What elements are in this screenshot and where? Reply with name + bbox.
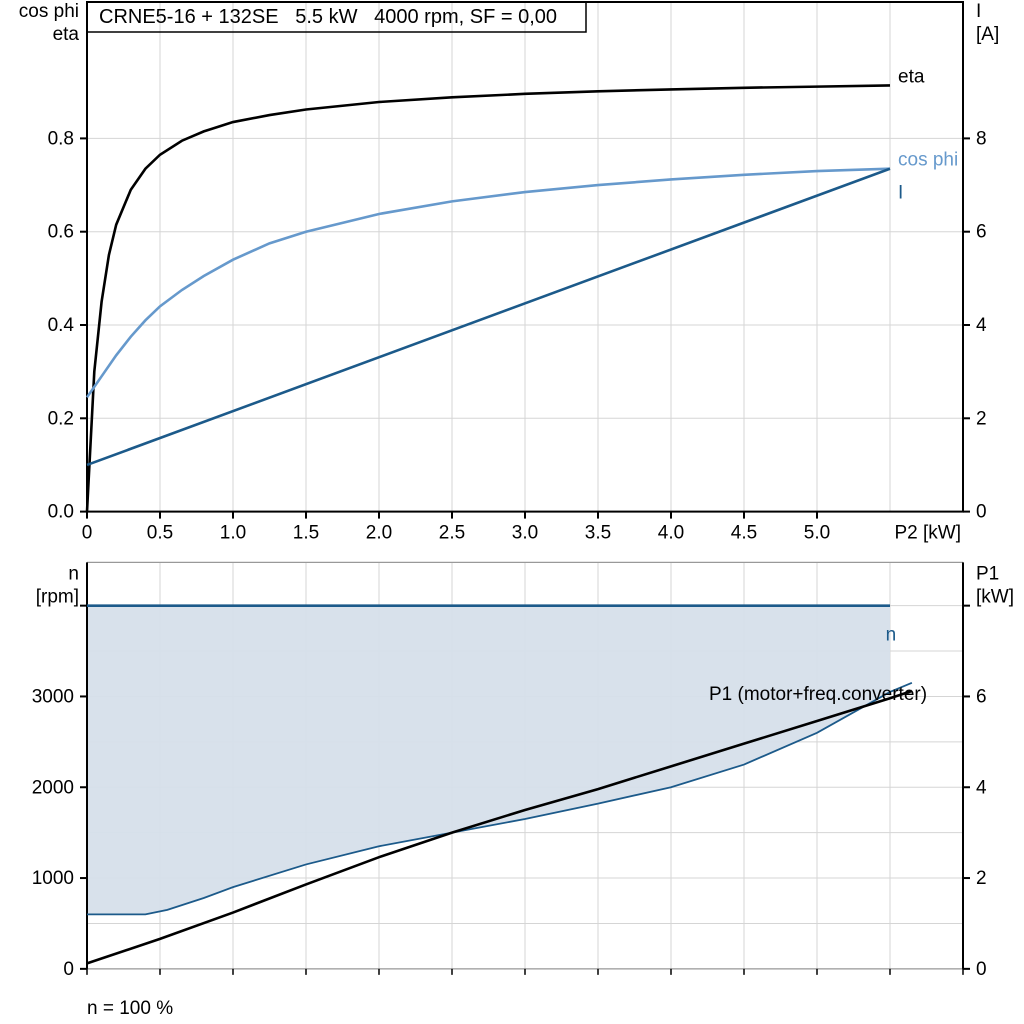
svg-text:eta: eta [898,66,925,87]
svg-text:3.5: 3.5 [585,523,611,544]
svg-text:[rpm]: [rpm] [36,586,79,607]
svg-text:0: 0 [976,502,987,523]
svg-text:P1: P1 [976,563,999,584]
svg-text:2: 2 [976,408,987,429]
svg-text:0.6: 0.6 [48,222,74,243]
svg-text:3000: 3000 [32,686,74,707]
svg-text:0: 0 [976,959,987,980]
svg-text:1000: 1000 [32,868,74,889]
svg-text:[A]: [A] [976,24,999,45]
svg-text:4: 4 [976,777,987,798]
svg-text:0.4: 0.4 [48,315,75,336]
svg-text:cos phi: cos phi [19,1,79,22]
svg-text:I: I [898,183,903,204]
svg-text:0.2: 0.2 [48,408,74,429]
svg-text:0: 0 [63,959,74,980]
svg-text:CRNE5-16 + 132SE 5.5 kW 40: CRNE5-16 + 132SE 5.5 kW 4000 rpm, SF = 0… [99,6,557,28]
svg-text:n = 100 %: n = 100 % [87,998,173,1019]
svg-text:4.5: 4.5 [731,523,757,544]
svg-text:P1 (motor+freq.converter): P1 (motor+freq.converter) [709,684,927,705]
svg-text:2.5: 2.5 [439,523,465,544]
svg-text:n: n [68,563,79,584]
svg-text:[kW]: [kW] [976,586,1014,607]
svg-text:4.0: 4.0 [658,523,684,544]
svg-text:0.0: 0.0 [48,502,74,523]
svg-text:P2 [kW]: P2 [kW] [894,523,961,544]
svg-text:0.8: 0.8 [48,128,74,149]
svg-text:I: I [976,1,981,22]
svg-text:2.0: 2.0 [366,523,392,544]
svg-text:1.0: 1.0 [220,523,246,544]
svg-text:0: 0 [82,523,93,544]
svg-text:4: 4 [976,315,987,336]
svg-text:eta: eta [53,24,80,45]
svg-text:0.5: 0.5 [147,523,173,544]
svg-text:2: 2 [976,868,987,889]
svg-text:1.5: 1.5 [293,523,319,544]
svg-text:cos phi: cos phi [898,150,958,171]
svg-text:3.0: 3.0 [512,523,538,544]
svg-text:8: 8 [976,128,987,149]
svg-text:n: n [886,625,897,646]
svg-text:2000: 2000 [32,777,74,798]
svg-text:6: 6 [976,222,987,243]
svg-text:6: 6 [976,686,987,707]
svg-text:5.0: 5.0 [804,523,830,544]
